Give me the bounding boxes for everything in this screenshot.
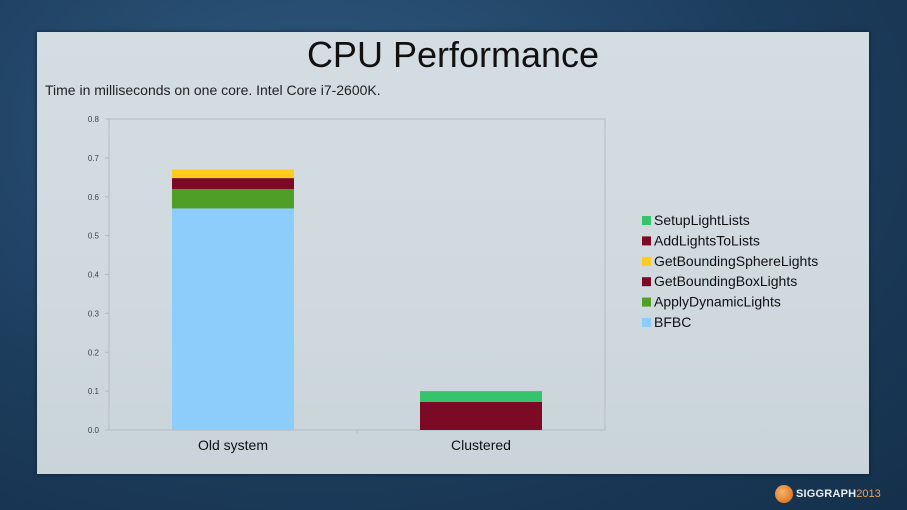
y-axis: 0.0 0.1 0.2 0.3 0.4 0.5 0.6 0.7 0.8 xyxy=(88,115,606,435)
brand-year: 2013 xyxy=(856,488,881,500)
legend-swatch xyxy=(642,277,651,287)
bar-segment xyxy=(420,391,542,403)
y-tick-label: 0.8 xyxy=(88,115,100,124)
y-tick-label: 0.5 xyxy=(88,232,100,241)
y-tick-label: 0.3 xyxy=(88,309,100,318)
bar-segment xyxy=(172,208,294,430)
legend: SetupLightLists AddLightsToLists GetBoundi… xyxy=(642,212,818,330)
legend-swatch xyxy=(642,236,651,246)
x-category-label: Old system xyxy=(198,437,268,453)
y-tick-label: 0.0 xyxy=(88,426,100,435)
siggraph-mark-icon xyxy=(775,485,793,503)
bar-segment xyxy=(172,188,294,209)
legend-label: ApplyDynamicLights xyxy=(654,294,781,310)
x-category-label: Clustered xyxy=(451,437,511,453)
bar-segment xyxy=(172,169,294,179)
legend-swatch xyxy=(642,318,651,327)
legend-label: AddLightsToLists xyxy=(654,232,760,248)
brand-name: SIGGRAPH xyxy=(796,488,857,500)
siggraph-logo: SIGGRAPH 2013 xyxy=(775,484,881,504)
stacked-bar-chart: 0.0 0.1 0.2 0.3 0.4 0.5 0.6 0.7 0.8 Old system Cl… xyxy=(88,115,818,453)
legend-swatch xyxy=(642,256,651,266)
legend-label: GetBoundingSphereLights xyxy=(654,253,818,269)
legend-label: SetupLightLists xyxy=(654,212,750,228)
bars xyxy=(172,169,542,430)
y-tick-label: 0.2 xyxy=(88,348,100,357)
y-tick-label: 0.6 xyxy=(88,193,100,202)
slide-subtitle: Time in milliseconds on one core. Intel … xyxy=(45,82,381,98)
y-tick-label: 0.4 xyxy=(88,271,100,280)
legend-label: BFBC xyxy=(654,314,691,330)
legend-label: GetBoundingBoxLights xyxy=(654,273,797,289)
bar-segment xyxy=(172,178,294,189)
y-tick-label: 0.1 xyxy=(88,387,100,396)
slide-title: CPU Performance xyxy=(306,34,600,75)
bar-segment xyxy=(420,402,542,430)
slide: CPU Performance Time in milliseconds on … xyxy=(37,32,869,474)
x-axis: Old system Clustered xyxy=(198,430,511,453)
y-tick-label: 0.7 xyxy=(88,154,100,163)
legend-swatch xyxy=(642,297,651,307)
legend-swatch xyxy=(642,216,651,225)
